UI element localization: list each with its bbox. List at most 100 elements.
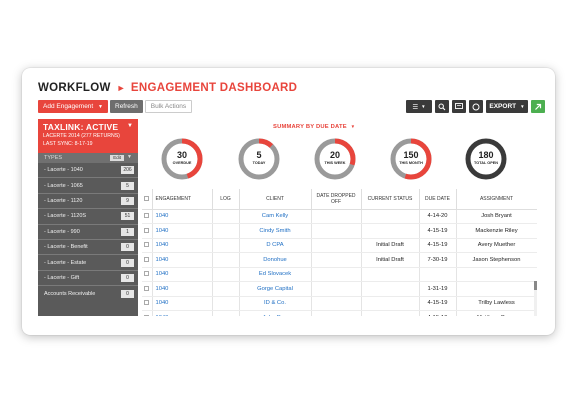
client-cell[interactable]: John Doe bbox=[239, 310, 312, 316]
sidebar-item[interactable]: - Lacerte - Gift 0 bbox=[38, 271, 138, 287]
engagement-cell[interactable]: 1040 bbox=[152, 281, 213, 297]
caret-right-icon: ► bbox=[116, 83, 126, 93]
engagement-table: ENGAGEMENT LOG CLIENT DATE DROPPED OFF C… bbox=[142, 189, 537, 316]
col-date-dropped-off[interactable]: DATE DROPPED OFF bbox=[310, 189, 362, 210]
status-cell: Initial Draft bbox=[361, 238, 420, 253]
taxlink-header[interactable]: TAXLINK: ACTIVE LACERTE 2014 (277 RETURN… bbox=[38, 119, 138, 153]
sidebar-item-label: - Lacerte - 1120S bbox=[44, 213, 87, 220]
col-due-date[interactable]: DUE DATE bbox=[418, 189, 457, 210]
toolbar-right: ☰ ▼ EXPORT ▼ bbox=[406, 100, 545, 113]
table-row[interactable]: 1040 Cindy Smith 4-15-19 Mackenzie Riley bbox=[142, 223, 537, 239]
sidebar-item-count: 5 bbox=[121, 181, 134, 190]
due-date-cell: 4-15-19 bbox=[419, 310, 457, 316]
col-log[interactable]: LOG bbox=[211, 189, 240, 210]
circle-button[interactable] bbox=[469, 100, 483, 113]
engagement-cell[interactable]: 1040 bbox=[152, 267, 213, 282]
client-cell[interactable]: Cindy Smith bbox=[239, 223, 312, 239]
table-row[interactable]: 1040 ID & Co. 4-15-19 Trilby Lawless bbox=[142, 296, 537, 311]
col-engagement[interactable]: ENGAGEMENT bbox=[151, 189, 213, 210]
row-checkbox[interactable] bbox=[142, 252, 153, 268]
bulk-actions-button[interactable]: Bulk Actions bbox=[144, 100, 193, 113]
row-checkbox[interactable] bbox=[142, 296, 153, 311]
client-cell[interactable]: Gorge Capital bbox=[239, 281, 312, 297]
donut-overdue[interactable]: 30 OVERDUE bbox=[160, 137, 204, 181]
external-link-button[interactable] bbox=[531, 100, 545, 113]
engagement-cell[interactable]: 1040 bbox=[152, 209, 213, 224]
row-checkbox[interactable] bbox=[142, 310, 153, 316]
donut-today[interactable]: 5 TODAY bbox=[237, 137, 281, 181]
sidebar-item[interactable]: - Lacerte - 990 1 bbox=[38, 225, 138, 240]
columns-menu-button[interactable]: ☰ ▼ bbox=[406, 100, 432, 113]
engagement-cell[interactable]: 1040 bbox=[152, 296, 213, 311]
engagement-cell[interactable]: 1040 bbox=[152, 223, 213, 239]
donut-track bbox=[465, 138, 507, 180]
sidebar-item[interactable]: - Lacerte - 1040 206 bbox=[38, 163, 138, 179]
row-checkbox[interactable] bbox=[142, 267, 153, 282]
refresh-button[interactable]: Refresh bbox=[110, 100, 143, 113]
row-checkbox[interactable] bbox=[142, 223, 153, 239]
table-scrollbar[interactable] bbox=[534, 281, 537, 316]
date-dropped-cell bbox=[311, 281, 362, 297]
donut-label: THIS MONTH bbox=[399, 161, 423, 165]
engagement-cell[interactable]: 1040 bbox=[152, 238, 213, 253]
log-cell bbox=[212, 252, 240, 268]
log-cell bbox=[212, 223, 240, 239]
scrollbar-thumb[interactable] bbox=[534, 281, 537, 290]
col-current-status[interactable]: CURRENT STATUS bbox=[360, 189, 420, 210]
row-checkbox[interactable] bbox=[142, 281, 153, 297]
search-button[interactable] bbox=[435, 100, 449, 113]
sidebar-item[interactable]: - Lacerte - Benefit 0 bbox=[38, 240, 138, 256]
summary-label: SUMMARY BY DUE DATE bbox=[273, 124, 347, 130]
table-row[interactable]: 1040 Ed Slovacek bbox=[142, 267, 537, 282]
donut-arc bbox=[161, 138, 203, 180]
client-cell[interactable]: Cam Kelly bbox=[239, 209, 312, 224]
table-row[interactable]: 1040 John Doe 4-15-19Matthew Corey bbox=[142, 310, 537, 316]
engagement-cell[interactable]: 1040 bbox=[152, 310, 213, 316]
row-checkbox[interactable] bbox=[142, 238, 153, 253]
edit-types-button[interactable]: Edit bbox=[110, 155, 124, 161]
breadcrumb-engagement-dashboard: ENGAGEMENT DASHBOARD bbox=[130, 82, 298, 94]
client-cell[interactable]: Donohue bbox=[239, 252, 312, 268]
sidebar-item[interactable]: - Lacerte - 1065 5 bbox=[38, 178, 138, 194]
col-assignment[interactable]: ASSIGNMENT bbox=[455, 189, 537, 210]
date-dropped-cell bbox=[311, 209, 362, 224]
table-header-row: ENGAGEMENT LOG CLIENT DATE DROPPED OFF C… bbox=[142, 189, 537, 210]
sidebar-item[interactable]: - Lacerte - 1120 9 bbox=[38, 194, 138, 210]
donut-arc bbox=[390, 138, 432, 180]
select-all-checkbox[interactable] bbox=[142, 189, 153, 210]
col-client[interactable]: CLIENT bbox=[238, 189, 312, 210]
table-row[interactable]: 1040 Donohue Initial Draft 7-30-19 Jason Ste… bbox=[142, 252, 537, 268]
donut-arc bbox=[314, 138, 356, 180]
chevron-down-icon[interactable]: ▼ bbox=[127, 154, 132, 160]
sidebar-item-count: 51 bbox=[121, 212, 134, 221]
add-engagement-button[interactable]: Add Engagement ▼ bbox=[38, 100, 108, 113]
engagement-cell[interactable]: 1040 bbox=[152, 252, 213, 268]
message-button[interactable] bbox=[452, 100, 466, 113]
dashboard-card: WORKFLOW ► ENGAGEMENT DASHBOARD Add Enga… bbox=[22, 68, 555, 335]
sidebar-item[interactable]: Accounts Receivable 0 bbox=[38, 286, 138, 301]
summary-by-due-date-dropdown[interactable]: SUMMARY BY DUE DATE ▼ bbox=[273, 124, 355, 130]
table-row[interactable]: 1040 Cam Kelly 4-14-20 Josh Bryant bbox=[142, 209, 537, 224]
client-cell[interactable]: ID & Co. bbox=[239, 296, 312, 311]
chevron-down-icon: ▼ bbox=[520, 104, 525, 109]
export-button[interactable]: EXPORT ▼ bbox=[486, 100, 528, 113]
status-cell bbox=[361, 296, 420, 311]
assignment-cell: Jason Stephenson bbox=[456, 252, 537, 268]
circle-icon bbox=[472, 103, 480, 110]
donut-this-week[interactable]: 20 THIS WEEK bbox=[313, 137, 357, 181]
table-row[interactable]: 1040 Gorge Capital 1-31-19 bbox=[142, 281, 537, 297]
chevron-down-icon[interactable]: ▼ bbox=[127, 123, 133, 129]
donut-value: 30 bbox=[176, 150, 187, 160]
table-row[interactable]: 1040 D CPA Initial Draft 4-15-19 Avery Mueth… bbox=[142, 238, 537, 253]
donut-total-open[interactable]: 180 TOTAL OPEN bbox=[464, 137, 508, 181]
sidebar-item[interactable]: - Lacerte - 1120S 51 bbox=[38, 209, 138, 225]
due-date-cell: 4-15-19 bbox=[419, 296, 457, 311]
assignment-cell bbox=[456, 281, 537, 297]
client-cell[interactable]: D CPA bbox=[239, 238, 312, 253]
donut-this-month[interactable]: 150 THIS MONTH bbox=[389, 137, 433, 181]
breadcrumb-workflow[interactable]: WORKFLOW bbox=[38, 82, 111, 94]
client-cell[interactable]: Ed Slovacek bbox=[239, 267, 312, 282]
sidebar-item[interactable]: - Lacerte - Estate 0 bbox=[38, 255, 138, 271]
row-checkbox[interactable] bbox=[142, 209, 153, 224]
add-engagement-label: Add Engagement bbox=[43, 103, 94, 110]
